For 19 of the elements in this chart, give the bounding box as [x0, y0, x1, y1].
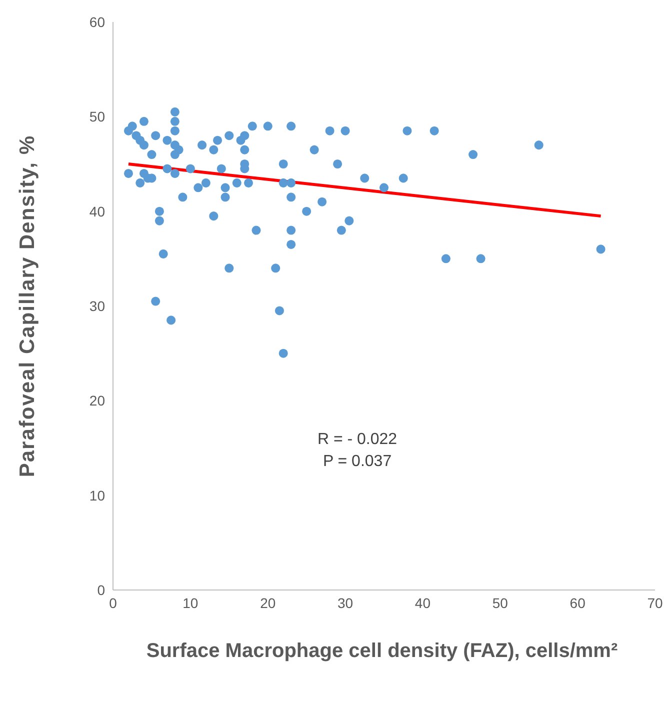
y-tick-label: 20	[89, 392, 106, 409]
y-tick-label: 30	[89, 298, 106, 314]
y-tick-label: 0	[97, 582, 106, 598]
y-tick-label: 40	[89, 203, 106, 220]
annotation: R = - 0.022	[316, 430, 398, 449]
x-tick-label: 0	[109, 594, 118, 611]
y-tick-label: 60	[89, 14, 106, 30]
x-tick-label: 30	[337, 594, 354, 611]
x-tick-label: 60	[570, 594, 586, 611]
y-axis-title: Parafoveal Capillary Density, %	[16, 134, 40, 478]
x-tick-label: 40	[414, 594, 431, 611]
y-tick-label: 10	[89, 487, 106, 504]
x-tick-label: 70	[647, 594, 663, 611]
x-tick-label: 20	[260, 594, 276, 611]
x-tick-label: 50	[492, 594, 508, 611]
annotation: P = 0.037	[322, 452, 393, 471]
y-tick-label: 50	[89, 108, 106, 125]
x-tick-label: 10	[182, 594, 198, 611]
x-axis-title: Surface Macrophage cell density (FAZ), cells/mm²	[145, 640, 619, 663]
